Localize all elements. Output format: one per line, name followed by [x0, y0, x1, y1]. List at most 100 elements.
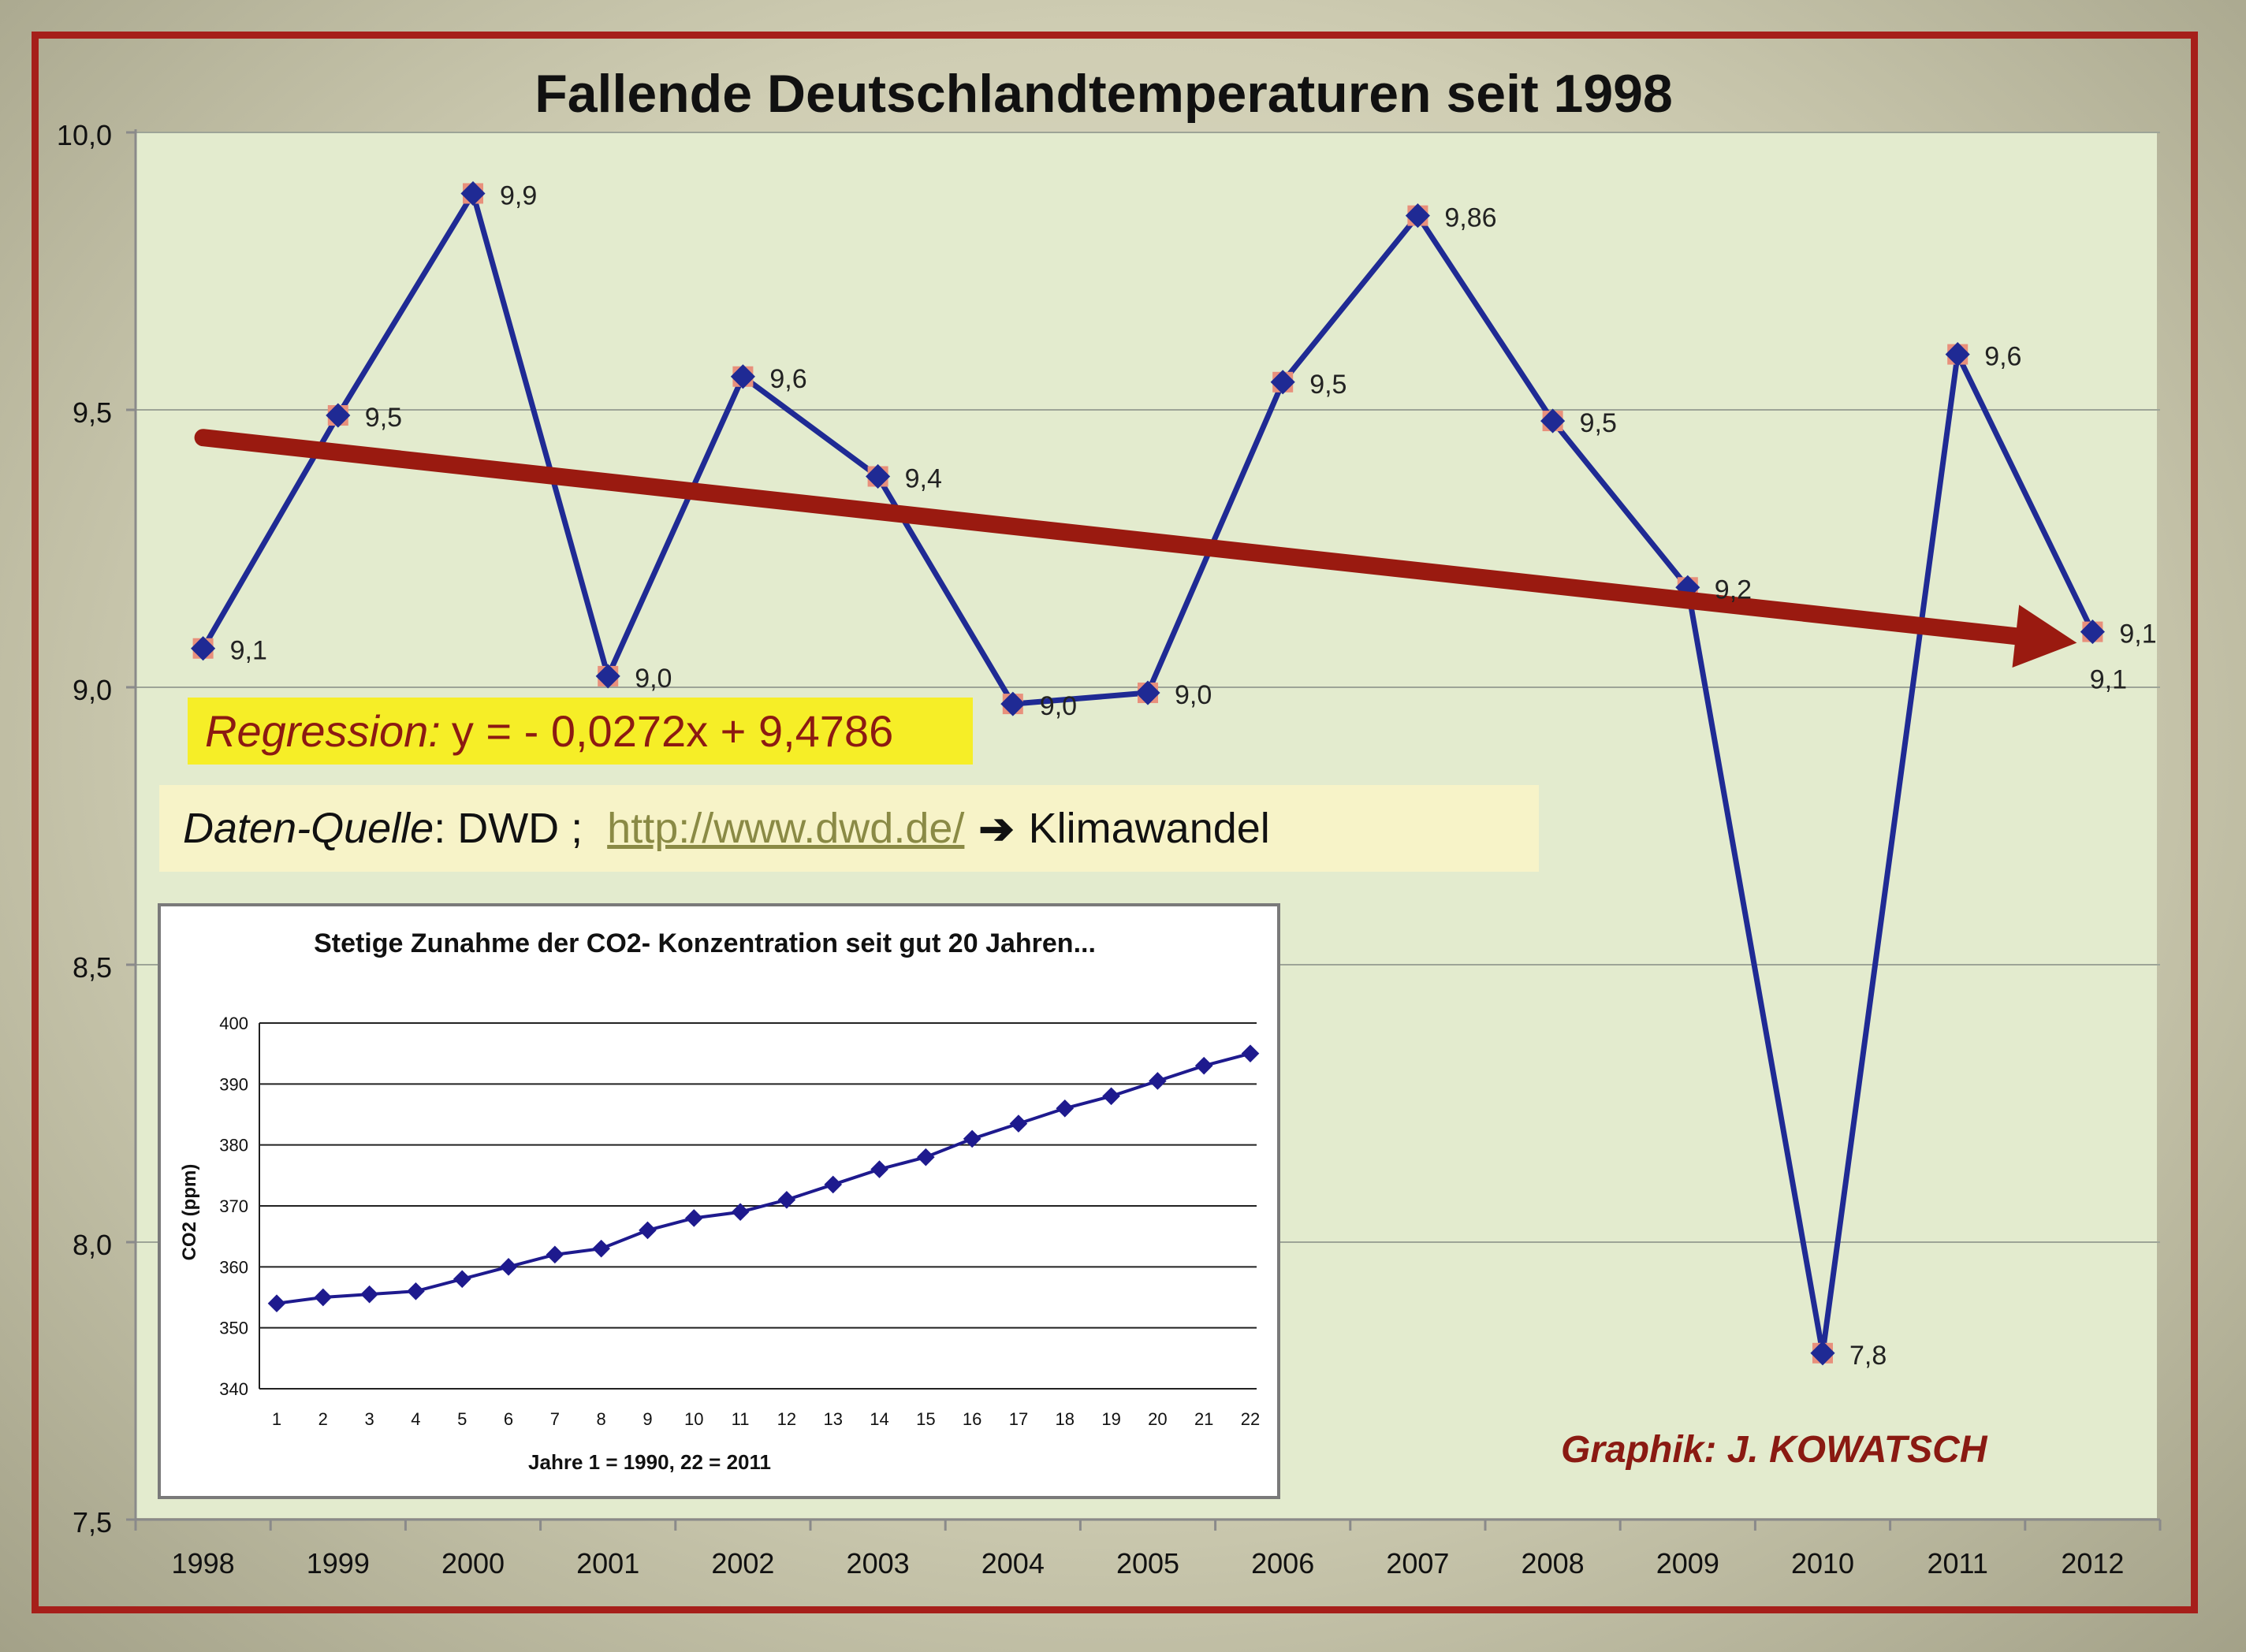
- data-point: [1810, 1341, 1835, 1366]
- y-tick-label: 8,0: [73, 1229, 112, 1261]
- regression-formula: y = - 0,0272x + 9,4786: [451, 706, 894, 756]
- temperature-series: [191, 180, 2105, 1366]
- x-tick-label: 2010: [1791, 1547, 1854, 1579]
- co2-x-tick-label: 21: [1194, 1409, 1213, 1429]
- arrow-icon: ➔: [978, 805, 1015, 853]
- data-point: [1405, 203, 1430, 229]
- y-tick-label: 10,0: [57, 119, 112, 151]
- co2-chart-svg: Stetige Zunahme der CO2- Konzentration s…: [179, 928, 1260, 1474]
- data-label: 9,2: [1715, 575, 1752, 605]
- data-label: 9,0: [1040, 691, 1077, 721]
- data-label: 9,1: [2119, 620, 2156, 649]
- co2-y-tick-label: 360: [219, 1257, 248, 1277]
- x-axis-ticks: 1998 1999 2000 2001 2002 2003 2004 2005 2006 2007…: [134, 1520, 2162, 1579]
- co2-series: [267, 1044, 1260, 1313]
- data-label: 9,0: [1175, 680, 1212, 710]
- x-tick-label: 2004: [981, 1547, 1045, 1579]
- data-label: 7,8: [1849, 1341, 1887, 1371]
- co2-data-point: [360, 1285, 378, 1304]
- co2-data-point: [1102, 1087, 1120, 1106]
- data-labels: 9,1 9,5 9,9 9,0 9,6 9,4 9,0 9,0 9,5 9,8​6 9,5 9,2 7,…: [230, 180, 2157, 1370]
- x-tick-label: 2007: [1386, 1547, 1449, 1579]
- data-label: 9,1: [230, 636, 267, 666]
- trend-line: [194, 429, 2024, 646]
- co2-y-tick-label: 390: [219, 1074, 248, 1094]
- co2-data-point: [546, 1245, 564, 1264]
- co2-y-tick-label: 340: [219, 1379, 248, 1399]
- co2-x-tick-label: 8: [597, 1409, 606, 1429]
- credit-text: Graphik: J. KOWATSCH: [1561, 1429, 1987, 1471]
- x-tick-label: 2002: [711, 1547, 774, 1579]
- x-tick-label: 2012: [2061, 1547, 2124, 1579]
- co2-data-point: [314, 1288, 333, 1307]
- trend-arrow: [194, 429, 2077, 668]
- co2-data-point: [407, 1282, 425, 1300]
- co2-x-axis-label: Jahre 1 = 1990, 22 = 2011: [528, 1450, 771, 1474]
- x-tick-label: 1998: [172, 1547, 235, 1579]
- data-label: 9,9: [500, 180, 537, 210]
- data-label: 9,5: [1309, 370, 1346, 400]
- co2-y-axis-label: CO2 (ppm): [179, 1164, 200, 1261]
- co2-data-point: [1241, 1044, 1260, 1062]
- y-axis-ticks: 7,5 8,0 8,5 9,0 9,5 10,0: [57, 119, 136, 1539]
- co2-x-tick-label: 1: [272, 1409, 281, 1429]
- source-label: Daten-Quelle: [183, 805, 434, 852]
- data-point: [730, 364, 755, 389]
- co2-y-tick-label: 380: [219, 1136, 248, 1155]
- trend-arrowhead: [2012, 605, 2077, 668]
- co2-data-point: [1149, 1072, 1167, 1090]
- source-target: Klimawandel: [1028, 805, 1270, 852]
- co2-data-point: [1056, 1099, 1075, 1118]
- co2-data-point: [267, 1294, 286, 1313]
- co2-data-point: [1009, 1114, 1028, 1133]
- co2-data-point: [731, 1203, 750, 1222]
- co2-data-point: [1194, 1056, 1213, 1075]
- x-tick-label: 2009: [1656, 1547, 1719, 1579]
- co2-data-point: [639, 1221, 657, 1240]
- data-label: 9,6: [1984, 342, 2021, 372]
- co2-chart-title: Stetige Zunahme der CO2- Konzentration s…: [314, 928, 1096, 958]
- co2-x-tick-label: 2: [318, 1409, 328, 1429]
- co2-inset-chart: Stetige Zunahme der CO2- Konzentration s…: [158, 903, 1280, 1499]
- co2-x-tick-label: 11: [732, 1409, 750, 1429]
- source-org: : DWD ;: [434, 805, 595, 852]
- data-label-secondary: 9,1: [2090, 665, 2127, 695]
- y-tick-label: 9,5: [73, 396, 112, 429]
- co2-x-tick-label: 20: [1148, 1409, 1167, 1429]
- co2-y-tick-label: 370: [219, 1196, 248, 1216]
- co2-x-tick-label: 22: [1241, 1409, 1260, 1429]
- data-label: 9,5: [365, 403, 402, 433]
- co2-x-tick-label: 10: [684, 1409, 703, 1429]
- co2-data-point: [499, 1258, 518, 1276]
- co2-x-tick-label: 9: [643, 1409, 652, 1429]
- x-tick-label: 2006: [1251, 1547, 1314, 1579]
- data-source-box: Daten-Quelle : DWD ; http://www.dwd.de/ …: [159, 785, 1539, 872]
- co2-gridlines: [259, 1022, 1257, 1390]
- co2-x-tick-label: 5: [457, 1409, 467, 1429]
- x-tick-label: 2003: [847, 1547, 910, 1579]
- co2-y-tick-label: 350: [219, 1319, 248, 1338]
- x-tick-label: 2005: [1116, 1547, 1179, 1579]
- source-link[interactable]: http://www.dwd.de/: [607, 805, 965, 852]
- x-tick-label: 2001: [576, 1547, 639, 1579]
- data-label: 9,0: [635, 664, 672, 694]
- co2-data-point: [684, 1209, 703, 1227]
- co2-x-tick-label: 3: [364, 1409, 374, 1429]
- co2-x-tick-label: 17: [1009, 1409, 1028, 1429]
- co2-y-ticks: 340 350 360 370 380 390 400: [219, 1014, 248, 1399]
- x-tick-label: 2011: [1927, 1547, 1987, 1579]
- co2-series-line: [276, 1051, 1251, 1305]
- co2-x-ticks: 1 2 3 4 5 6 7 8 9 10 11 12 13 14 15 16 17 18 19 20 21 22: [272, 1409, 1260, 1429]
- x-tick-label: 1999: [307, 1547, 370, 1579]
- y-tick-label: 7,5: [73, 1506, 112, 1539]
- co2-data-point: [824, 1175, 843, 1194]
- co2-x-tick-label: 15: [916, 1409, 935, 1429]
- y-tick-label: 8,5: [73, 951, 112, 984]
- data-point: [1945, 342, 1970, 367]
- co2-x-tick-label: 14: [870, 1409, 888, 1429]
- chart-frame: [32, 32, 2198, 1613]
- co2-x-tick-label: 13: [823, 1409, 842, 1429]
- co2-x-tick-label: 6: [504, 1409, 513, 1429]
- chart-title: Fallende Deutschlandtemperaturen seit 19…: [534, 64, 1673, 124]
- regression-box: Regression: y = - 0,0272x + 9,4786: [188, 698, 973, 765]
